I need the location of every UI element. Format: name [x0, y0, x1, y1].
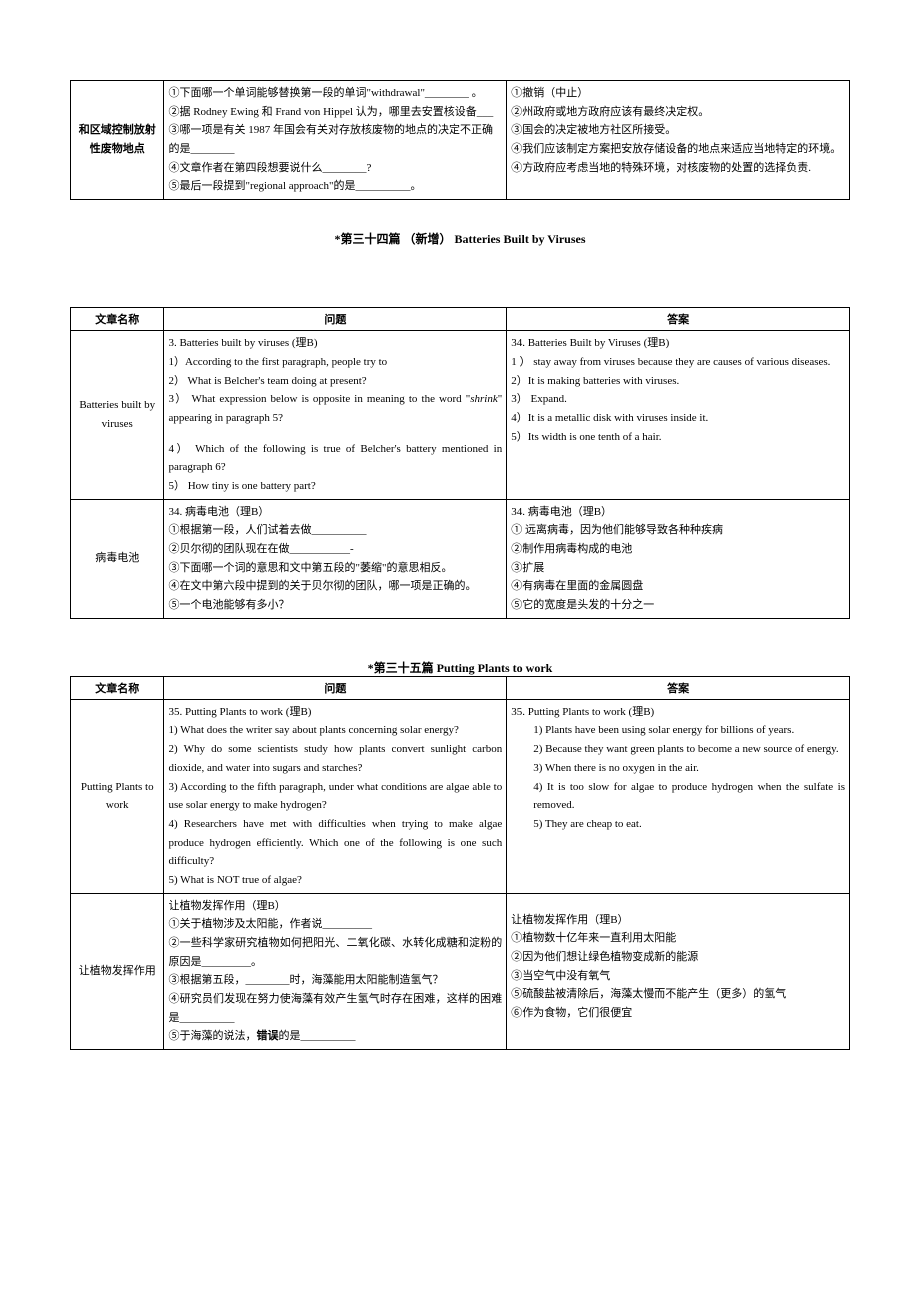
t2-r1-q3a: 3） What expression below is opposite in … — [168, 393, 470, 405]
t2-r1-a5: 5）Its width is one tenth of a hair. — [511, 428, 845, 447]
t1-q5: ⑤最后一段提到"regional approach"的是__________。 — [168, 177, 502, 196]
t2-r2-q3: ③下面哪一个词的意思和文中第五段的"萎缩"的意思相反。 — [168, 559, 502, 578]
t2-r1-a2: 2）It is making batteries with viruses. — [511, 372, 845, 391]
section-35-title: *第三十五篇 Putting Plants to work — [70, 659, 850, 676]
t1-a2: ②州政府或地方政府应该有最终决定权。 — [511, 103, 845, 122]
t3-r2-q5: ⑤于海藻的说法，错误的是__________ — [168, 1027, 502, 1046]
t3-r1-a2: 2) Because they want green plants to bec… — [511, 740, 845, 759]
t1-a4: ④我们应该制定方案把安放存储设备的地点来适应当地特定的环境。 — [511, 140, 845, 159]
t3-r1-a5: 5) They are cheap to eat. — [511, 815, 845, 834]
t2-row1-answers: 34. Batteries Built by Viruses (理B) 1 ） … — [507, 331, 850, 500]
t2-r1-q-title: 3. Batteries built by viruses (理B) — [168, 334, 502, 353]
t2-header-a: 答案 — [507, 308, 850, 331]
t2-r1-q1: 1）According to the first paragraph, peop… — [168, 353, 502, 372]
t2-r1-q5: 5） How tiny is one battery part? — [168, 477, 502, 496]
t2-header-q: 问题 — [164, 308, 507, 331]
t2-r2-q2: ②贝尔彻的团队现在在做___________- — [168, 540, 502, 559]
table1-answers: ①撤销（中止） ②州政府或地方政府应该有最终决定权。 ③国会的决定被地方社区所接… — [507, 81, 850, 200]
t3-r2-a2: ②因为他们想让绿色植物变成新的能源 — [511, 948, 845, 967]
t2-r2-a1: ① 远离病毒，因为他们能够导致各种种疾病 — [511, 521, 845, 540]
t3-row1-answers: 35. Putting Plants to work (理B) 1) Plant… — [507, 699, 850, 893]
t3-r1-q3: 3) According to the fifth paragraph, und… — [168, 778, 502, 815]
section-34-title: *第三十四篇 （新增） Batteries Built by Viruses — [70, 230, 850, 247]
spacer — [511, 897, 845, 911]
t3-row2-name: 让植物发挥作用 — [71, 893, 164, 1050]
t3-r1-a3: 3) When there is no oxygen in the air. — [511, 759, 845, 778]
table1-name: 和区域控制放射性废物地点 — [79, 124, 156, 155]
t2-r1-q4: 4） Which of the following is true of Bel… — [168, 440, 502, 477]
table3-putting-plants: 文章名称 问题 答案 Putting Plants to work 35. Pu… — [70, 676, 850, 1050]
t3-r2-a4: ⑤硫酸盐被清除后，海藻太慢而不能产生（更多）的氢气 — [511, 985, 845, 1004]
t3-r2-q5-pre: ⑤于海藻的说法， — [168, 1030, 256, 1042]
t3-r2-q3: ③根据第五段，________时，海藻能用太阳能制造氢气？ — [168, 971, 502, 990]
spacer — [168, 428, 502, 440]
t2-r2-q5: ⑤一个电池能够有多小？ — [168, 596, 502, 615]
t2-header-name: 文章名称 — [71, 308, 164, 331]
t3-r1-q4: 4) Researchers have met with difficultie… — [168, 815, 502, 871]
t2-r2-q1: ①根据第一段，人们试着去做__________ — [168, 521, 502, 540]
t1-a3: ③国会的决定被地方社区所接受。 — [511, 121, 845, 140]
t2-r2-a-title: 34. 病毒电池（理B） — [511, 503, 845, 522]
t3-r1-a4: 4) It is too slow for algae to produce h… — [511, 778, 845, 815]
t1-q4: ④文章作者在第四段想要说什么________? — [168, 159, 502, 178]
t1-a1: ①撤销（中止） — [511, 84, 845, 103]
t1-q1: ①下面哪一个单词能够替换第一段的单词"withdrawal"________ 。 — [168, 84, 502, 103]
t3-row1-questions: 35. Putting Plants to work (理B) 1) What … — [164, 699, 507, 893]
t2-r1-a3: 3） Expand. — [511, 390, 845, 409]
t3-r2-a3: ③当空气中没有氧气 — [511, 967, 845, 986]
t3-r1-q-title: 35. Putting Plants to work (理B) — [168, 703, 502, 722]
t3-row2-answers: 让植物发挥作用（理B） ①植物数十亿年来一直利用太阳能 ②因为他们想让绿色植物变… — [507, 893, 850, 1050]
t2-row1-name: Batteries built by viruses — [71, 331, 164, 500]
t3-r1-q2: 2) Why do some scientists study how plan… — [168, 740, 502, 777]
t3-r2-a-title: 让植物发挥作用（理B） — [511, 911, 845, 930]
t2-r1-q3: 3） What expression below is opposite in … — [168, 390, 502, 427]
t3-r2-q4: ④研究员们发现在努力使海藻有效产生氢气时存在困难，这样的困难是_________… — [168, 990, 502, 1027]
t3-r2-q1: ①关于植物涉及太阳能，作者说_________ — [168, 915, 502, 934]
t3-r1-q1: 1) What does the writer say about plants… — [168, 721, 502, 740]
t2-r2-a4: ④有病毒在里面的金属圆盘 — [511, 577, 845, 596]
t2-r2-a2: ②制作用病毒构成的电池 — [511, 540, 845, 559]
t3-r1-a-title: 35. Putting Plants to work (理B) — [511, 703, 845, 722]
t2-row2-name: 病毒电池 — [71, 499, 164, 618]
t3-row2-questions: 让植物发挥作用（理B） ①关于植物涉及太阳能，作者说_________ ②一些科… — [164, 893, 507, 1050]
t3-header-name: 文章名称 — [71, 676, 164, 699]
t2-r2-q4: ④在文中第六段中提到的关于贝尔彻的团队，哪一项是正确的。 — [168, 577, 502, 596]
t3-header-a: 答案 — [507, 676, 850, 699]
t2-r1-q3-italic: shrink — [470, 393, 498, 405]
table2-batteries-viruses: 文章名称 问题 答案 Batteries built by viruses 3.… — [70, 307, 850, 619]
t3-header-q: 问题 — [164, 676, 507, 699]
t3-r1-q5: 5) What is NOT true of algae? — [168, 871, 502, 890]
t3-r2-q2: ②一些科学家研究植物如何把阳光、二氧化碳、水转化成糖和淀粉的原因是_______… — [168, 934, 502, 971]
t3-r2-q5-end: 的是__________ — [278, 1030, 355, 1042]
t3-r2-q-title: 让植物发挥作用（理B） — [168, 897, 502, 916]
t2-r2-a3: ③扩展 — [511, 559, 845, 578]
t2-row2-answers: 34. 病毒电池（理B） ① 远离病毒，因为他们能够导致各种种疾病 ②制作用病毒… — [507, 499, 850, 618]
t1-a5: ④方政府应考虑当地的特殊环境，对核废物的处置的选择负责. — [511, 159, 845, 178]
t2-r1-q2: 2） What is Belcher's team doing at prese… — [168, 372, 502, 391]
table1-questions: ①下面哪一个单词能够替换第一段的单词"withdrawal"________ 。… — [164, 81, 507, 200]
t1-q2: ②据 Rodney Ewing 和 Frand von Hippel 认为，哪里… — [168, 103, 502, 122]
table1-name-cell: 和区域控制放射性废物地点 — [71, 81, 164, 200]
table2-header-row: 文章名称 问题 答案 — [71, 308, 850, 331]
t3-r2-a5: ⑥作为食物，它们很便宜 — [511, 1004, 845, 1023]
t2-r1-a1: 1 ） stay away from viruses because they … — [511, 353, 845, 372]
t2-r1-a4: 4）It is a metallic disk with viruses ins… — [511, 409, 845, 428]
t1-q3: ③哪一项是有关 1987 年国会有关对存放核废物的地点的决定不正确的是_____… — [168, 121, 502, 158]
t2-r2-q-title: 34. 病毒电池（理B） — [168, 503, 502, 522]
table3-header-row: 文章名称 问题 答案 — [71, 676, 850, 699]
t3-r1-a1: 1) Plants have been using solar energy f… — [511, 721, 845, 740]
t3-row1-name: Putting Plants to work — [71, 699, 164, 893]
table1-nuclear-waste: 和区域控制放射性废物地点 ①下面哪一个单词能够替换第一段的单词"withdraw… — [70, 80, 850, 200]
t2-r1-a-title: 34. Batteries Built by Viruses (理B) — [511, 334, 845, 353]
t2-r2-a5: ⑤它的宽度是头发的十分之一 — [511, 596, 845, 615]
t2-row1-questions: 3. Batteries built by viruses (理B) 1）Acc… — [164, 331, 507, 500]
t3-r2-a1: ①植物数十亿年来一直利用太阳能 — [511, 929, 845, 948]
t2-row2-questions: 34. 病毒电池（理B） ①根据第一段，人们试着去做__________ ②贝尔… — [164, 499, 507, 618]
t3-r2-q5-bold: 错误 — [256, 1030, 278, 1042]
